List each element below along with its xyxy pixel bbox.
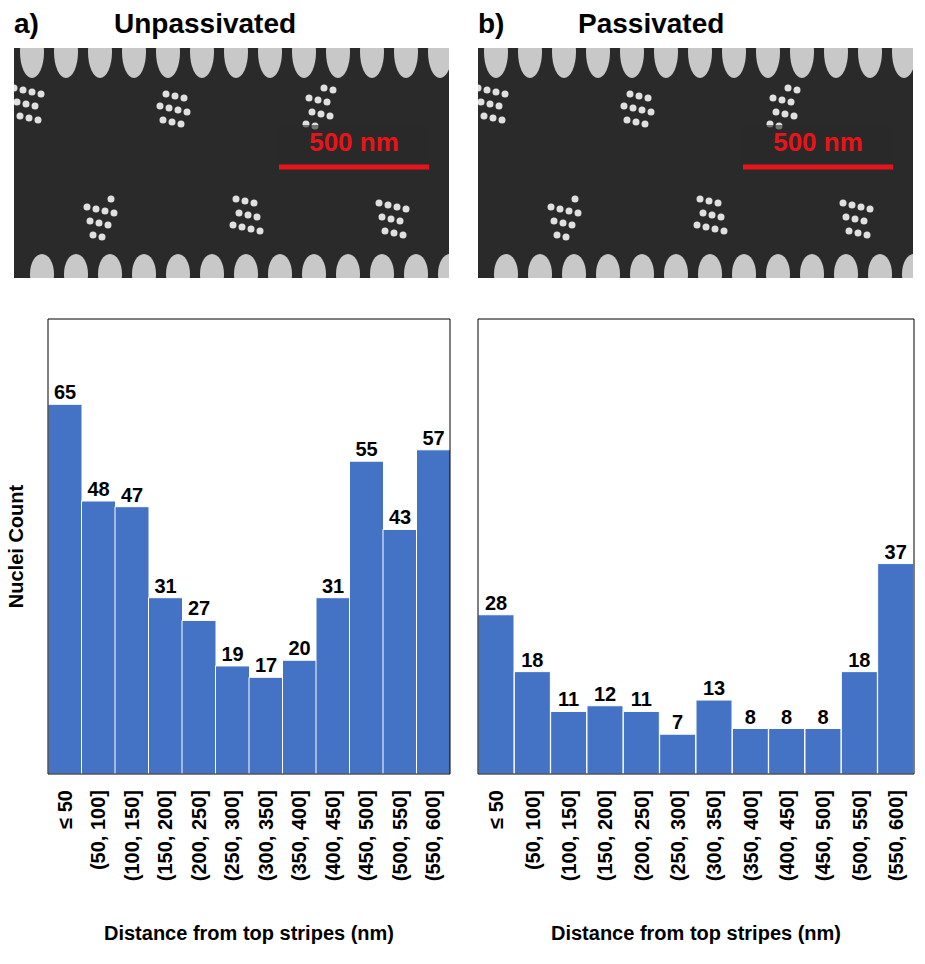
svg-text:17: 17 xyxy=(255,654,277,676)
svg-text:≤ 50: ≤ 50 xyxy=(485,790,507,829)
svg-text:(150, 200]: (150, 200] xyxy=(154,790,176,881)
svg-text:43: 43 xyxy=(389,506,411,528)
html-text:Passivated: Passivated xyxy=(578,8,725,39)
svg-text:(50, 100]: (50, 100] xyxy=(522,790,544,870)
svg-text:(200, 250]: (200, 250] xyxy=(631,790,653,881)
svg-text:57: 57 xyxy=(422,427,444,449)
svg-text:18: 18 xyxy=(848,649,870,671)
html-text:Unpassivated: Unpassivated xyxy=(114,8,297,39)
svg-text:47: 47 xyxy=(121,484,143,506)
svg-text:≤ 50: ≤ 50 xyxy=(54,790,76,829)
svg-text:(350, 400]: (350, 400] xyxy=(740,790,762,881)
svg-text:(250, 300]: (250, 300] xyxy=(221,790,243,881)
svg-text:(450, 500]: (450, 500] xyxy=(812,790,834,881)
svg-text:11: 11 xyxy=(631,688,652,710)
svg-text:31: 31 xyxy=(154,575,176,597)
svg-text:(250, 300]: (250, 300] xyxy=(667,790,689,881)
svg-text:37: 37 xyxy=(885,541,907,563)
svg-text:19: 19 xyxy=(221,643,243,665)
svg-text:(200, 250]: (200, 250] xyxy=(188,790,210,881)
svg-text:(150, 200]: (150, 200] xyxy=(594,790,616,881)
svg-text:(400, 450]: (400, 450] xyxy=(776,790,798,881)
svg-text:8: 8 xyxy=(745,706,756,728)
svg-text:12: 12 xyxy=(594,683,616,705)
svg-text:(350, 400]: (350, 400] xyxy=(288,790,310,881)
svg-text:500 nm: 500 nm xyxy=(773,127,863,157)
svg-text:(450, 500]: (450, 500] xyxy=(355,790,377,881)
svg-text:31: 31 xyxy=(322,575,344,597)
svg-text:7: 7 xyxy=(672,711,683,733)
svg-text:(300, 350]: (300, 350] xyxy=(255,790,277,881)
svg-text:(500, 550]: (500, 550] xyxy=(389,790,411,881)
svg-text:Distance from top stripes (nm): Distance from top stripes (nm) xyxy=(104,922,394,944)
svg-text:(400, 450]: (400, 450] xyxy=(322,790,344,881)
svg-text:(300, 350]: (300, 350] xyxy=(703,790,725,881)
svg-text:500 nm: 500 nm xyxy=(309,127,399,157)
svg-text:65: 65 xyxy=(54,381,76,403)
svg-text:48: 48 xyxy=(87,478,109,500)
svg-text:Distance from top stripes (nm): Distance from top stripes (nm) xyxy=(551,922,841,944)
html-text:a): a) xyxy=(14,8,39,39)
html-text:b): b) xyxy=(478,8,505,39)
svg-text:27: 27 xyxy=(188,597,210,619)
svg-text:(550, 600]: (550, 600] xyxy=(885,790,907,881)
svg-text:13: 13 xyxy=(703,677,725,699)
svg-text:18: 18 xyxy=(521,649,543,671)
svg-text:8: 8 xyxy=(817,706,828,728)
svg-text:55: 55 xyxy=(355,438,377,460)
svg-text:(100, 150]: (100, 150] xyxy=(558,790,580,881)
svg-text:20: 20 xyxy=(288,637,310,659)
svg-text:Nuclei Count: Nuclei Count xyxy=(5,485,27,609)
svg-text:28: 28 xyxy=(485,592,507,614)
svg-text:(50, 100]: (50, 100] xyxy=(87,790,109,870)
svg-text:8: 8 xyxy=(781,706,792,728)
svg-text:(550, 600]: (550, 600] xyxy=(422,790,444,881)
svg-text:(100, 150]: (100, 150] xyxy=(121,790,143,881)
svg-text:(500, 550]: (500, 550] xyxy=(849,790,871,881)
svg-text:11: 11 xyxy=(558,688,579,710)
